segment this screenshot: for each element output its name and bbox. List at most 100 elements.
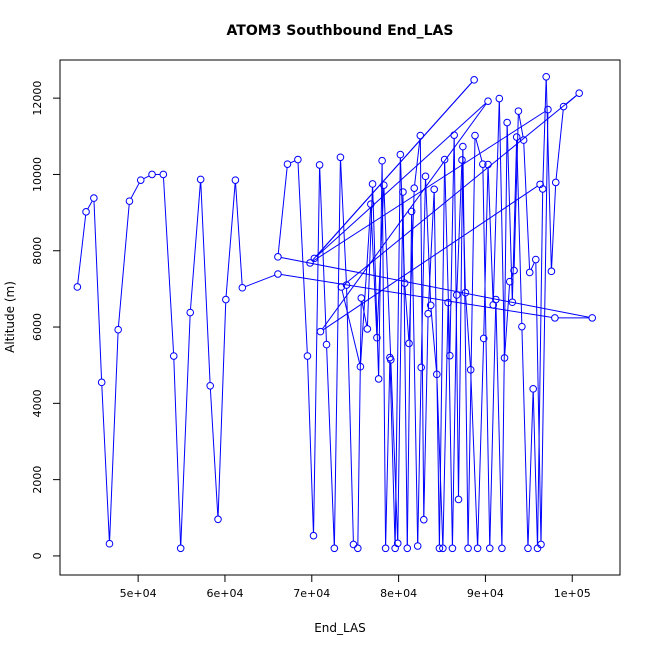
data-point <box>542 72 551 81</box>
series-segment <box>376 188 385 335</box>
data-point <box>538 185 547 193</box>
data-point <box>206 381 215 390</box>
data-point <box>373 333 381 342</box>
data-point <box>136 176 145 184</box>
series-segment <box>370 207 378 335</box>
series-segment <box>225 183 236 297</box>
data-point <box>73 283 82 291</box>
data-point <box>424 309 432 318</box>
data-point <box>419 515 428 524</box>
data-point <box>421 172 430 181</box>
data-point <box>470 76 478 84</box>
data-point <box>531 255 540 264</box>
series-segment <box>180 315 191 546</box>
data-point <box>439 544 447 553</box>
data-point <box>551 314 559 322</box>
y-tick-label: 8000 <box>31 237 44 265</box>
series-segment <box>87 200 93 210</box>
data-point <box>551 178 560 187</box>
series-segment <box>521 329 529 546</box>
data-point <box>448 544 457 553</box>
series-segment <box>483 167 489 336</box>
data-point <box>450 131 458 139</box>
data-point <box>433 370 441 379</box>
series-segment <box>492 101 500 302</box>
series-segment <box>523 143 531 270</box>
data-point <box>500 354 509 362</box>
series-segment <box>470 373 478 546</box>
series-segment <box>383 188 392 357</box>
data-point <box>405 339 413 348</box>
data-point <box>479 334 488 343</box>
series-segment <box>451 298 458 546</box>
series-segment <box>385 360 391 546</box>
series-segment <box>442 305 449 546</box>
data-point <box>413 542 422 550</box>
x-axis: 5e+04 6e+04 7e+04 8e+04 9e+04 1e+05 <box>120 574 591 600</box>
data-point <box>485 544 494 553</box>
series-segment <box>430 308 438 372</box>
data-point <box>330 544 339 553</box>
data-point <box>536 180 544 189</box>
series-segment <box>427 192 435 311</box>
series-segment <box>281 274 552 318</box>
series-segment <box>532 392 538 546</box>
series-segment <box>417 370 422 543</box>
series-segment <box>425 179 432 303</box>
data-point <box>544 105 552 114</box>
series-segment <box>333 160 341 546</box>
series-segment <box>390 363 399 541</box>
data-point <box>309 531 318 540</box>
data-point <box>306 259 314 267</box>
series-segment <box>316 81 473 257</box>
series-segment <box>307 359 314 533</box>
series-segment <box>357 301 362 546</box>
data-point <box>495 94 504 103</box>
data-point <box>238 283 247 292</box>
data-point <box>303 352 312 360</box>
series-segment <box>414 138 421 185</box>
data-point <box>473 544 482 553</box>
data-point <box>274 253 282 261</box>
series-segment <box>518 114 524 137</box>
data-point <box>159 170 168 179</box>
y-tick-label: 12000 <box>31 81 44 116</box>
series-segment <box>530 262 535 270</box>
data-point <box>471 131 479 140</box>
data-point <box>316 327 325 336</box>
data-point <box>588 314 597 322</box>
series-segment <box>555 109 564 180</box>
data-point <box>559 102 568 111</box>
data-point <box>454 495 463 504</box>
data-layer <box>73 72 597 553</box>
data-point <box>403 544 412 553</box>
y-axis: 0 2000 4000 6000 8000 10000 12000 <box>31 81 61 559</box>
series-segment <box>130 182 140 199</box>
data-point <box>430 185 439 194</box>
data-point <box>508 298 517 307</box>
data-point <box>458 156 466 164</box>
data-point <box>547 267 556 276</box>
series-segment <box>511 140 518 299</box>
series-segment <box>487 167 494 302</box>
data-point <box>337 283 346 291</box>
series-segment <box>489 302 497 546</box>
data-point <box>363 325 372 333</box>
data-point <box>503 118 511 127</box>
x-tick-label: 6e+04 <box>206 587 243 600</box>
series-segment <box>542 80 547 186</box>
series-segment <box>297 162 308 353</box>
series-segment <box>477 341 485 546</box>
data-point <box>310 254 319 263</box>
data-point <box>461 288 470 297</box>
series-segment <box>458 149 464 497</box>
data-point <box>125 197 134 205</box>
data-point <box>524 544 532 553</box>
series-segment <box>366 187 373 326</box>
data-point <box>82 208 90 216</box>
data-point <box>399 188 407 196</box>
data-point <box>416 131 425 140</box>
data-point <box>283 160 292 168</box>
data-point <box>368 180 377 188</box>
